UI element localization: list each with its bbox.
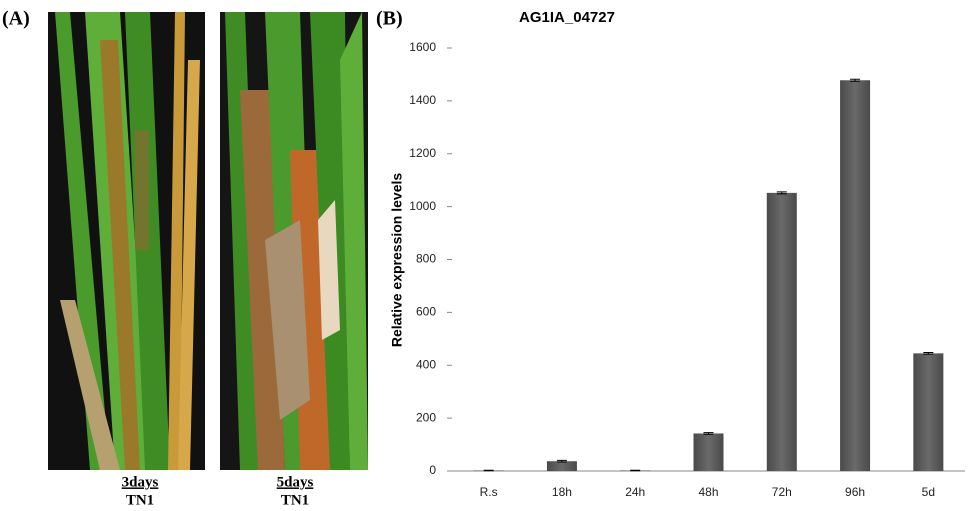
x-tick-label: 96h [845,485,865,499]
photo [48,12,205,470]
bar [840,80,870,471]
error-bar [630,470,640,471]
x-tick-label: 72h [772,485,792,499]
bar [547,461,577,471]
chart-title: AG1IA_04727 [519,9,615,26]
y-tick-label: 1400 [409,93,436,107]
caption: 3days [122,474,159,490]
y-axis-label: Relative expression levels [389,173,405,348]
y-tick-label: 1200 [409,146,436,160]
panel-label: (B) [376,8,403,30]
x-tick-label: R.s [480,485,498,499]
bar [767,193,797,471]
caption: TN1 [126,492,154,508]
figure: (A) (B) 3days TN1 5days TN1 AG1IA_04727 … [0,0,968,511]
y-tick-label: 200 [416,410,436,424]
panel-label: (A) [2,8,30,30]
error-bar [484,470,494,471]
y-tick-label: 600 [416,305,436,319]
x-tick-label: 18h [552,485,572,499]
y-tick-label: 800 [416,252,436,266]
x-tick-label: 5d [922,485,935,499]
caption: 5days [277,474,314,490]
photo [220,12,368,470]
x-tick-label: 48h [698,485,718,499]
y-tick-label: 400 [416,357,436,371]
x-tick-label: 24h [625,485,645,499]
bar [913,353,943,471]
y-tick-label: 1000 [409,199,436,213]
caption: TN1 [281,492,309,508]
y-tick-label: 0 [429,463,436,477]
y-tick-label: 1600 [409,40,436,54]
bar [694,433,724,471]
